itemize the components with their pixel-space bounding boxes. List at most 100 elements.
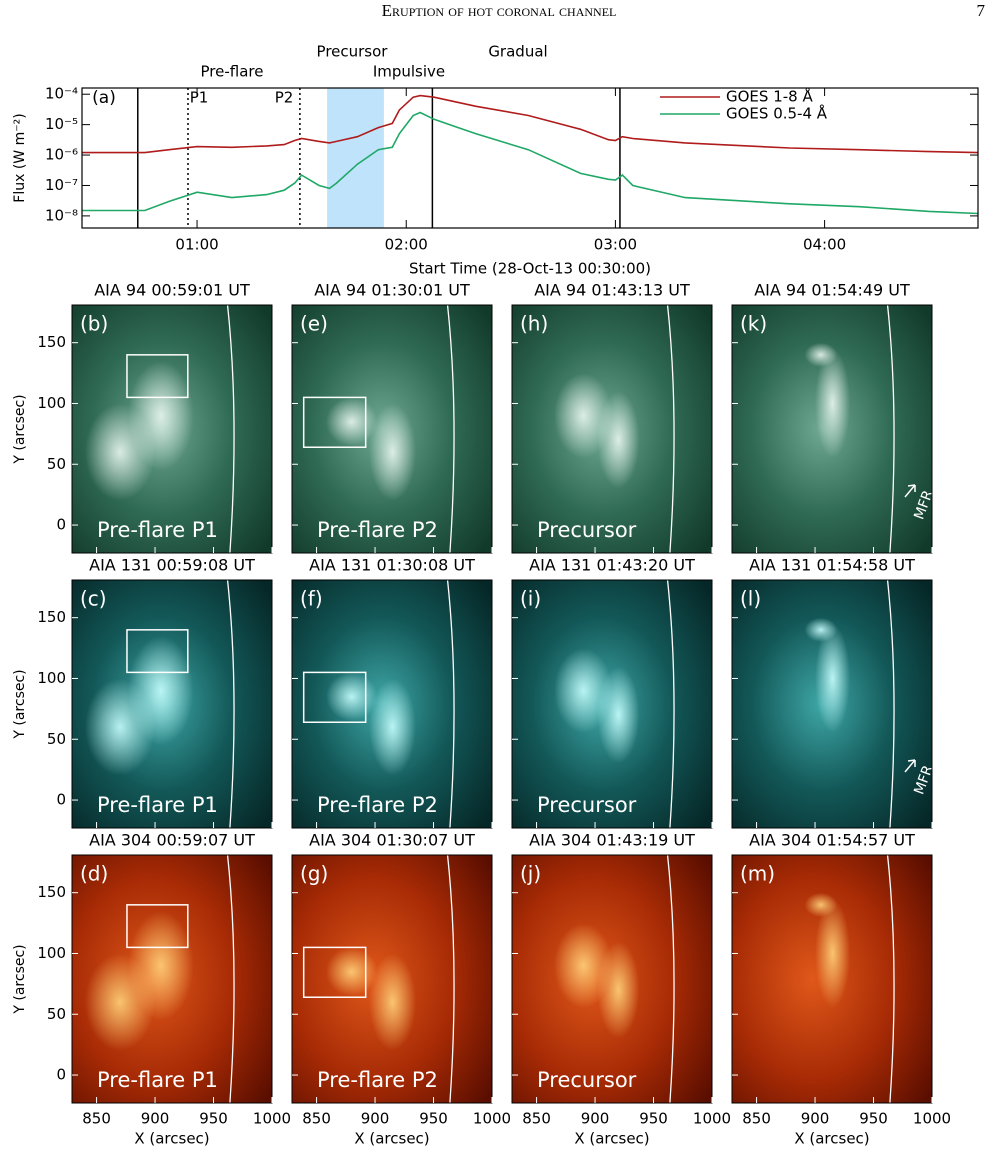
panel-title: AIA 94 01:43:13 UT: [534, 281, 690, 300]
panel-title: AIA 94 00:59:01 UT: [94, 281, 250, 300]
y-tick-label: 150: [37, 608, 66, 626]
bright-loop: [84, 678, 156, 776]
y-tick-label: 100: [37, 944, 66, 962]
x-axis-label: X (arcsec): [134, 1130, 209, 1148]
y-tick-label: 0: [56, 791, 66, 809]
bright-loop: [815, 349, 851, 458]
y-axis-label: Y (arcsec): [12, 394, 28, 464]
solar-limb: [446, 854, 455, 1104]
panel-frame: [71, 854, 273, 1104]
solar-limb: [666, 304, 675, 554]
x-tick-label: 1000: [253, 1110, 291, 1128]
x-tick-label: 01:00: [175, 236, 218, 254]
panel-title: AIA 304 01:54:57 UT: [749, 831, 915, 850]
panel-label: Precursor: [537, 1068, 637, 1092]
bright-loop: [597, 941, 640, 1039]
bright-loop: [325, 947, 378, 996]
solar-limb: [226, 304, 235, 554]
solar-limb: [886, 579, 895, 829]
region-box: [302, 946, 367, 998]
phase-annotation: P1: [190, 89, 209, 107]
panel-frame: [731, 579, 933, 829]
panel-letter: (a): [92, 88, 116, 108]
panel-title: AIA 304 01:30:07 UT: [309, 831, 475, 850]
phase-annotation: Gradual: [488, 43, 547, 61]
mfr-arrow: [904, 759, 916, 773]
solar-limb: [226, 579, 235, 829]
panel-title: AIA 304 01:43:19 UT: [529, 831, 695, 850]
panel-letter: (l): [740, 587, 761, 611]
panel-frame: [511, 854, 713, 1104]
x-axis-label: X (arcsec): [574, 1130, 649, 1148]
panel-letter: (h): [520, 312, 548, 336]
y-tick-label: 0: [56, 516, 66, 534]
panel-title: AIA 131 01:54:58 UT: [749, 556, 915, 575]
solar-limb: [226, 854, 235, 1104]
panel-frame: [71, 304, 273, 554]
x-tick-label: 03:00: [594, 236, 637, 254]
panel-frame: [291, 854, 493, 1104]
x-axis-label: Start Time (28-Oct-13 00:30:00): [409, 260, 651, 278]
panel-title: AIA 304 00:59:07 UT: [89, 831, 255, 850]
panel-letter: (g): [300, 862, 328, 886]
x-tick-label: 950: [419, 1110, 448, 1128]
bright-loop: [325, 672, 378, 721]
panel-label: Pre-flare P2: [317, 1068, 438, 1092]
x-axis-label: X (arcsec): [794, 1130, 869, 1148]
solar-limb: [886, 854, 895, 1104]
page-number: 7: [977, 1, 986, 20]
y-tick-label: 0: [56, 1066, 66, 1084]
legend-label: GOES 0.5-4 Å: [726, 104, 828, 123]
panel-frame: [291, 579, 493, 829]
x-tick-label: 850: [522, 1110, 551, 1128]
bright-loop: [597, 666, 640, 764]
y-tick-label: 10⁻⁶: [45, 146, 78, 164]
y-tick-label: 150: [37, 883, 66, 901]
bright-loop: [369, 953, 416, 1051]
x-tick-label: 850: [82, 1110, 111, 1128]
panel-title: AIA 131 01:30:08 UT: [309, 556, 475, 575]
y-tick-label: 50: [47, 1005, 66, 1023]
y-tick-label: 50: [47, 455, 66, 473]
panel-frame: [71, 579, 273, 829]
phase-annotation: Pre-flare: [201, 63, 264, 81]
panel-label: Pre-flare P2: [317, 518, 438, 542]
x-tick-label: 1000: [473, 1110, 511, 1128]
region-box: [302, 671, 367, 723]
panel-letter: (j): [520, 862, 541, 886]
y-tick-label: 150: [37, 333, 66, 351]
legend-label: GOES 1-8 Å: [726, 87, 813, 106]
bright-loop: [815, 899, 851, 1008]
flux-line: [82, 111, 979, 215]
panel-label: Precursor: [537, 793, 637, 817]
panel-frame: [511, 304, 713, 554]
y-tick-label: 50: [47, 730, 66, 748]
bright-loop: [804, 617, 838, 642]
panel-title: AIA 94 01:54:49 UT: [754, 281, 910, 300]
y-axis-label: Y (arcsec): [12, 669, 28, 739]
panel-title: AIA 131 00:59:08 UT: [89, 556, 255, 575]
flux-line: [82, 94, 979, 154]
region-box: [126, 354, 189, 399]
bright-loop: [815, 624, 851, 733]
phase-annotation: P2: [275, 89, 294, 107]
solar-limb: [446, 579, 455, 829]
panel-letter: (e): [300, 312, 328, 336]
solar-limb: [446, 304, 455, 554]
panel-letter: (c): [80, 587, 107, 611]
y-tick-label: 100: [37, 669, 66, 687]
x-tick-label: 900: [581, 1110, 610, 1128]
y-tick-label: 10⁻⁸: [45, 206, 78, 224]
panel-letter: (d): [80, 862, 108, 886]
panel-letter: (m): [740, 862, 775, 886]
x-axis-label: X (arcsec): [354, 1130, 429, 1148]
solar-limb: [886, 304, 895, 554]
x-tick-label: 04:00: [803, 236, 846, 254]
solar-limb: [666, 579, 675, 829]
x-tick-label: 900: [361, 1110, 390, 1128]
bright-loop: [804, 342, 838, 367]
x-tick-label: 850: [302, 1110, 331, 1128]
x-tick-label: 850: [742, 1110, 771, 1128]
panel-label: Pre-flare P2: [317, 793, 438, 817]
